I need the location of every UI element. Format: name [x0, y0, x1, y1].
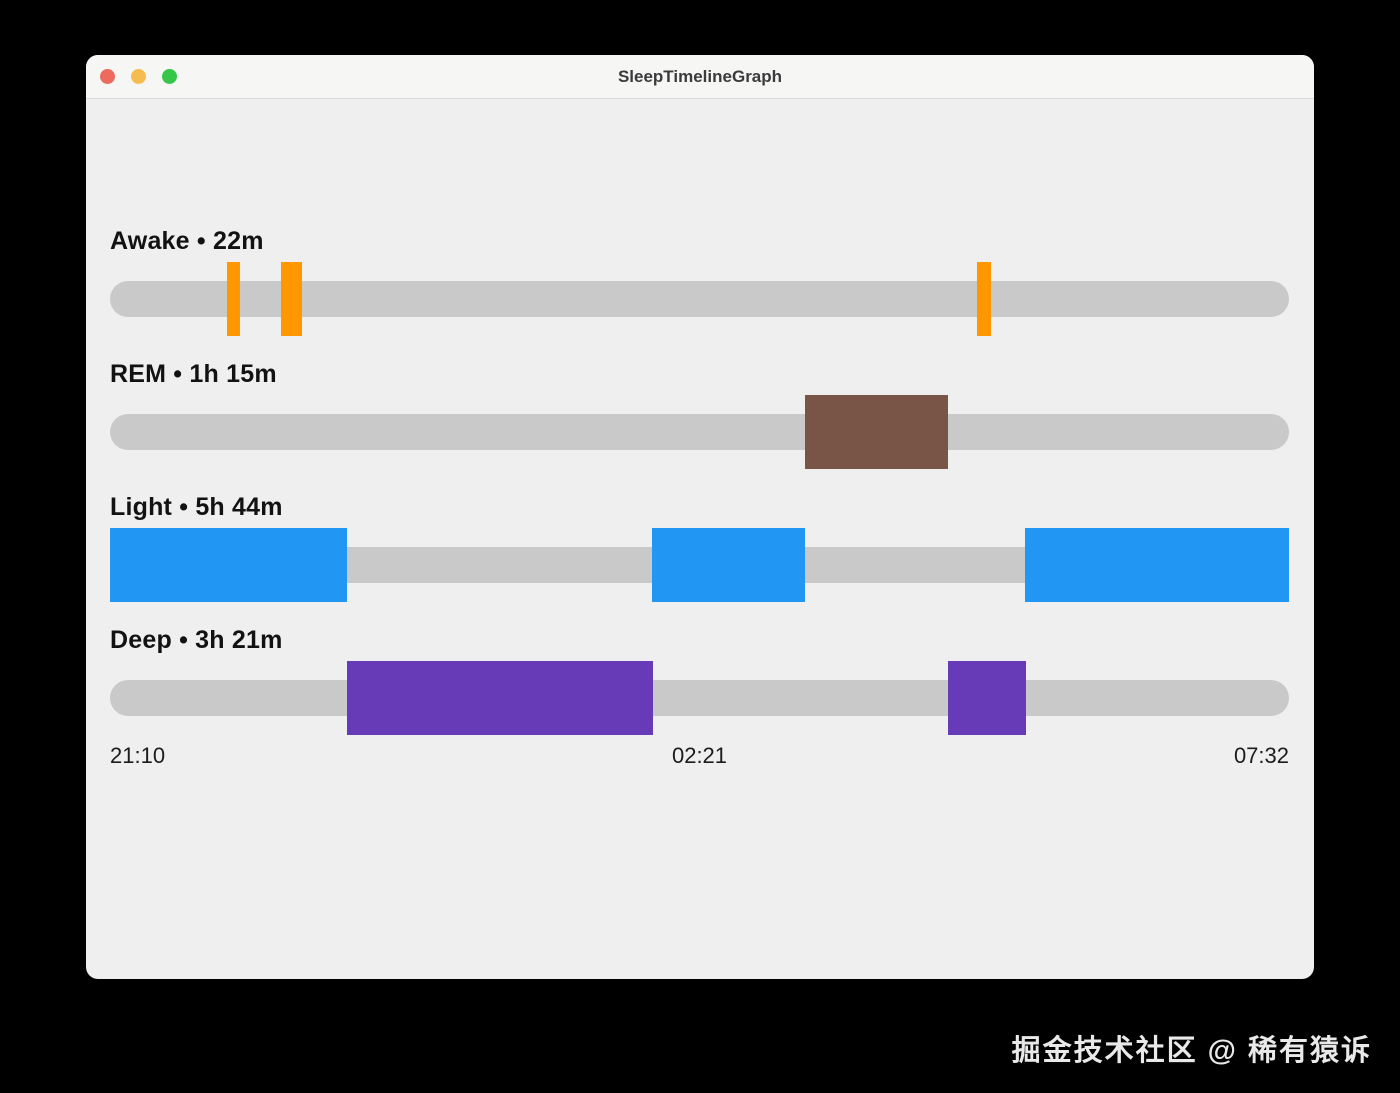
close-button[interactable]: [100, 69, 115, 84]
app-window: SleepTimelineGraph Awake • 22m REM • 1h 1…: [86, 55, 1314, 979]
deep-segment: [948, 661, 1027, 735]
awake-segment: [226, 262, 240, 336]
zoom-button[interactable]: [162, 69, 177, 84]
rem-segment: [805, 395, 949, 469]
timeline-track: [110, 680, 1289, 716]
chart-rows: Awake • 22m REM • 1h 15m Light • 5h 44m Dee…: [110, 224, 1289, 735]
awake-segment: [977, 262, 992, 336]
sleep-row-awake: Awake • 22m: [110, 224, 1289, 336]
window-title: SleepTimelineGraph: [617, 66, 783, 86]
sleep-row-deep: Deep • 3h 21m: [110, 623, 1289, 735]
awake-segment: [280, 262, 302, 336]
time-axis: 21:10 02:21 07:32: [110, 743, 1289, 769]
timeline-track-area: [110, 661, 1289, 735]
row-label-deep: Deep • 3h 21m: [110, 626, 283, 654]
sleep-row-light: Light • 5h 44m: [110, 490, 1289, 602]
window-controls: [86, 69, 177, 84]
titlebar: SleepTimelineGraph: [86, 55, 1314, 99]
sleep-row-rem: REM • 1h 15m: [110, 357, 1289, 469]
light-segment: [651, 528, 806, 602]
timeline-track: [110, 414, 1289, 450]
axis-tick-start: 21:10: [110, 743, 166, 768]
light-segment: [1025, 528, 1289, 602]
row-label-rem: REM • 1h 15m: [110, 360, 277, 388]
minimize-button[interactable]: [131, 69, 146, 84]
row-label-awake: Awake • 22m: [110, 227, 264, 255]
sleep-timeline-chart: Awake • 22m REM • 1h 15m Light • 5h 44m Dee…: [110, 224, 1289, 769]
timeline-track-area: [110, 395, 1289, 469]
deep-segment: [346, 661, 653, 735]
axis-tick-mid: 02:21: [671, 743, 728, 768]
timeline-track-area: [110, 262, 1289, 336]
watermark: 掘金技术社区 @ 稀有猿诉: [1011, 1035, 1372, 1067]
light-segment: [110, 528, 347, 602]
timeline-track: [110, 281, 1289, 317]
timeline-track-area: [110, 528, 1289, 602]
axis-tick-end: 07:32: [1233, 743, 1289, 768]
row-label-light: Light • 5h 44m: [110, 493, 283, 521]
